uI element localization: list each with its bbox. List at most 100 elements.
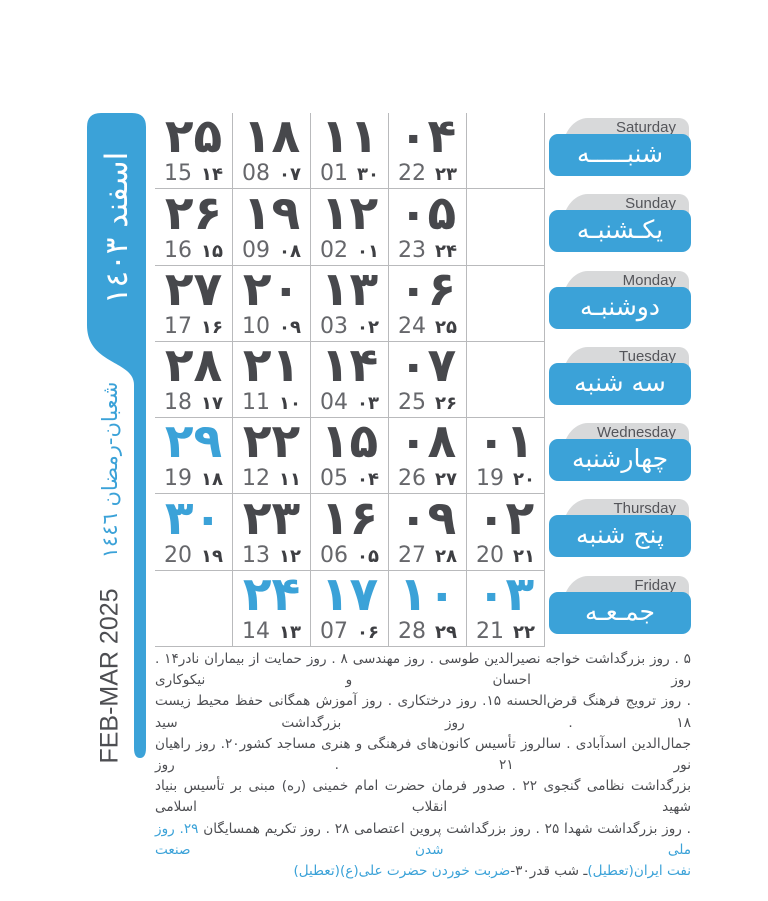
gregorian-number: 16	[164, 237, 192, 263]
occasion-segment: بزرگداشت نظامی گنجوی ۲۲ . صدور فرمان حضر…	[155, 778, 691, 816]
jalali-number: ۲۲	[242, 414, 301, 470]
date-cell: ۰۹ 27 ۲۸	[389, 490, 467, 571]
jalali-number: ۱۸	[242, 109, 301, 165]
weekday-name-fa: پنج شنبه	[549, 515, 691, 558]
gregorian-number: 18	[164, 390, 192, 416]
secondary-dates: 20 ۲۱	[476, 543, 535, 569]
hijri-number: ۰۹	[279, 316, 301, 338]
weekday-name-en: Wednesday	[597, 424, 676, 442]
weekday-name-en: Tuesday	[619, 347, 676, 365]
occasion-segment: ضربت خوردن حضرت علی(ع)(تعطیل)	[293, 863, 511, 880]
secondary-dates: 06 ۰۵	[320, 543, 379, 569]
weekday-row: Tuesday سه شنبه	[545, 342, 692, 418]
jalali-number: ۱۲	[320, 185, 379, 241]
jalali-number: ۰۲	[476, 490, 535, 546]
hijri-number: ۰۴	[357, 469, 379, 491]
jalali-number: ۱۱	[320, 109, 379, 165]
weekday-name-fa: دوشنبـه	[549, 286, 691, 329]
date-cell: ۱۷ 07 ۰۶	[311, 570, 389, 648]
weekday-name-en: Thursday	[613, 500, 676, 518]
gregorian-number: 12	[242, 466, 270, 492]
date-cell: ۱۶ 06 ۰۵	[311, 494, 389, 571]
weekday-name-fa: جمـعـه	[549, 591, 691, 634]
date-cell: ۱۰ 28 ۲۹	[389, 570, 467, 648]
jalali-number: ۰۹	[398, 490, 457, 546]
weekday-name-en: Sunday	[625, 195, 676, 213]
secondary-dates: 19 ۲۰	[476, 466, 535, 492]
gregorian-number: 11	[242, 390, 270, 416]
gregorian-number: 21	[476, 619, 504, 645]
weekday-row: Wednesday چهارشنبه	[545, 418, 692, 494]
weekday-name-en: Friday	[634, 576, 676, 594]
gregorian-number: 06	[320, 542, 348, 568]
gregorian-number: 24	[398, 313, 426, 339]
hijri-number: ۲۶	[435, 393, 457, 415]
hijri-number: ۱۳	[279, 622, 301, 644]
jalali-number: ۲۱	[242, 338, 301, 394]
lunar-months-label: شعبان-رمضان ١٤٤٦	[98, 381, 122, 559]
secondary-dates: 11 ۱۰	[242, 390, 301, 416]
secondary-dates: 04 ۰۳	[320, 390, 379, 416]
hijri-number: ۲۸	[435, 545, 457, 567]
secondary-dates: 10 ۰۹	[242, 314, 301, 340]
secondary-dates: 05 ۰۴	[320, 466, 379, 492]
date-cell: ۱۴ 04 ۰۳	[311, 341, 389, 419]
jalali-number: ۲۳	[242, 490, 301, 546]
gregorian-number: 17	[164, 313, 192, 339]
secondary-dates: 15 ۱۴	[164, 161, 223, 187]
gregorian-number: 03	[320, 313, 348, 339]
gregorian-number: 23	[398, 237, 426, 263]
gregorian-number: 14	[242, 619, 270, 645]
date-cell: ۳۰ 20 ۱۹	[155, 494, 233, 571]
secondary-dates: 19 ۱۸	[164, 466, 223, 492]
jalali-number: ۲۶	[164, 185, 223, 241]
hijri-number: ۲۵	[435, 316, 457, 338]
hijri-number: ۱۹	[201, 545, 223, 567]
jalali-number: ۲۰	[242, 261, 301, 317]
weekday-row: Friday جمـعـه	[545, 571, 692, 647]
date-cell: ۲۷ 17 ۱۶	[155, 265, 233, 342]
jalali-number: ۰۳	[476, 567, 535, 623]
date-cell: ۰۸ 26 ۲۷	[389, 418, 467, 495]
secondary-dates: 22 ۲۳	[398, 161, 457, 187]
gregorian-number: 07	[320, 619, 348, 645]
jalali-number: ۲۴	[242, 567, 301, 623]
secondary-dates: 27 ۲۸	[398, 543, 457, 569]
jalali-number: ۱۵	[320, 414, 379, 470]
date-cell: ۰۴ 22 ۲۳	[389, 113, 467, 190]
weekday-row: Thursday پنج شنبه	[545, 494, 692, 570]
date-cell: ۱۸ 08 ۰۷	[233, 109, 311, 190]
date-cell: ۰۷ 25 ۲۶	[389, 341, 467, 419]
occasion-segment: نفت ایران(تعطیل)	[587, 863, 691, 880]
weekday-name-en: Saturday	[615, 119, 676, 136]
gregorian-number: 22	[398, 161, 426, 187]
occasions-line: ۵ . روز بزرگداشت خواجه نصیرالدین طوسی . …	[155, 649, 691, 691]
weekday-name-fa: شنبـــــه	[549, 134, 691, 176]
hijri-number: ۱۵	[201, 240, 223, 262]
gregorian-number: 19	[164, 466, 192, 492]
secondary-dates: 03 ۰۲	[320, 314, 379, 340]
occasion-segment: ـ شب قدر۳۰-	[510, 863, 588, 880]
empty-cell	[155, 570, 233, 648]
secondary-dates: 25 ۲۶	[398, 390, 457, 416]
secondary-dates: 28 ۲۹	[398, 619, 457, 645]
weekday-column: Saturday شنبـــــه Sunday یکـشنبـه Monday دوش…	[545, 113, 692, 647]
date-cell: ۱۱ 01 ۳۰	[311, 109, 389, 190]
jalali-number: ۰۶	[398, 261, 457, 317]
date-cell: ۱۵ 05 ۰۴	[311, 414, 389, 495]
date-cell: ۱۳ 03 ۰۲	[311, 265, 389, 342]
date-cell: ۰۶ 24 ۲۵	[389, 261, 467, 342]
secondary-dates: 02 ۰۱	[320, 238, 379, 264]
hijri-number: ۲۷	[435, 469, 457, 491]
empty-cell	[467, 341, 545, 419]
gregorian-number: 26	[398, 466, 426, 492]
secondary-dates: 26 ۲۷	[398, 466, 457, 492]
weekday-name-fa: سه شنبه	[549, 362, 691, 405]
gregorian-range-label: FEB-MAR 2025	[95, 588, 124, 764]
date-cell: ۲۱ 11 ۱۰	[233, 338, 311, 419]
secondary-dates: 16 ۱۵	[164, 238, 223, 264]
empty-cell	[467, 189, 545, 266]
jalali-number: ۲۵	[164, 109, 223, 165]
weekday-row: Saturday شنبـــــه	[545, 113, 692, 189]
